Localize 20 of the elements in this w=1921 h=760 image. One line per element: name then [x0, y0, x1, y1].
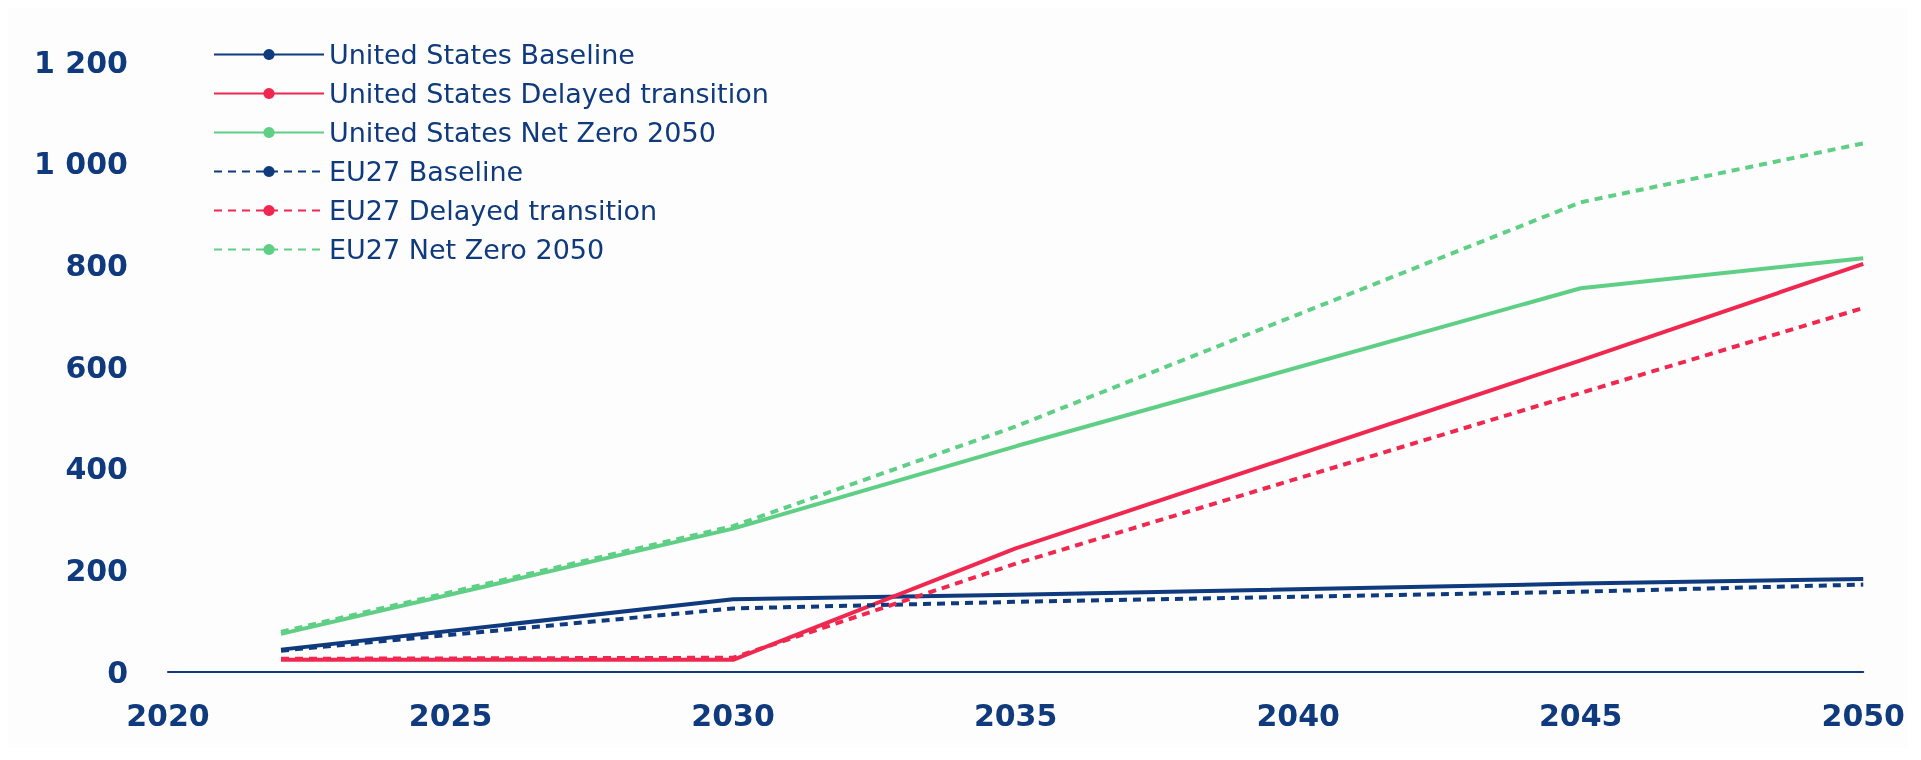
- x-tick-label: 2045: [1538, 697, 1623, 733]
- x-tick-label: 2020: [126, 697, 210, 733]
- legend-label: United States Net Zero 2050: [329, 117, 716, 148]
- y-tick-label: 600: [65, 349, 128, 385]
- y-tick-label: 1 200: [34, 44, 128, 80]
- legend-label: United States Baseline: [329, 39, 635, 70]
- x-tick-label: 2050: [1821, 697, 1905, 733]
- y-tick-label: 0: [107, 654, 128, 690]
- legend-label: EU27 Net Zero 2050: [329, 234, 605, 265]
- x-tick-label: 2035: [973, 697, 1058, 733]
- x-tick-label: 2030: [691, 697, 775, 733]
- legend-label: EU27 Baseline: [329, 156, 524, 187]
- y-tick-label: 400: [65, 451, 128, 487]
- y-tick-label: 800: [65, 247, 128, 283]
- y-tick-label: 1 000: [34, 146, 128, 182]
- legend-label: EU27 Delayed transition: [329, 195, 658, 226]
- y-tick-label: 200: [65, 552, 128, 588]
- x-tick-label: 2025: [408, 697, 493, 733]
- legend-label: United States Delayed transition: [329, 78, 769, 109]
- x-tick-label: 2040: [1256, 697, 1340, 733]
